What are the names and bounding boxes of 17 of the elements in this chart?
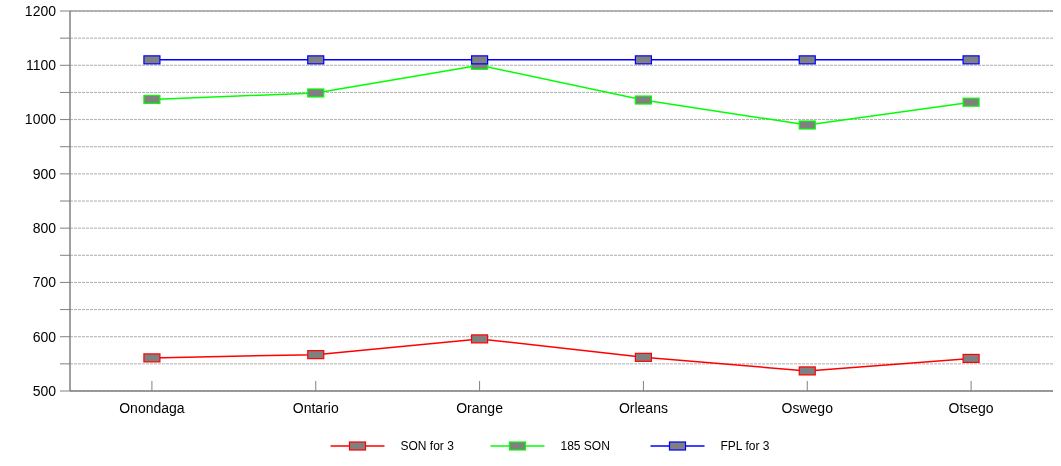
x-tick-label: Orleans (618, 400, 668, 416)
x-tick-label: Otsego (948, 400, 994, 416)
y-tick-label: 1200 (24, 2, 57, 19)
x-tick-label: Ontario (292, 400, 339, 416)
y-tick-label: 500 (32, 382, 57, 399)
legend-label: 185 SON (560, 439, 610, 454)
legend-label: SON for 3 (400, 439, 455, 454)
y-tick-label: 600 (32, 328, 57, 345)
y-tick-label: 700 (32, 274, 57, 291)
y-tick-label: 900 (32, 165, 57, 182)
y-tick-label: 800 (32, 220, 57, 237)
x-tick-label: Oswego (781, 400, 834, 416)
legend-label: FPL for 3 (720, 439, 770, 454)
y-tick-label: 1000 (24, 111, 57, 128)
y-tick-label: 1100 (25, 57, 57, 74)
x-tick-label: Orange (456, 400, 504, 416)
x-tick-label: Onondaga (119, 400, 185, 416)
